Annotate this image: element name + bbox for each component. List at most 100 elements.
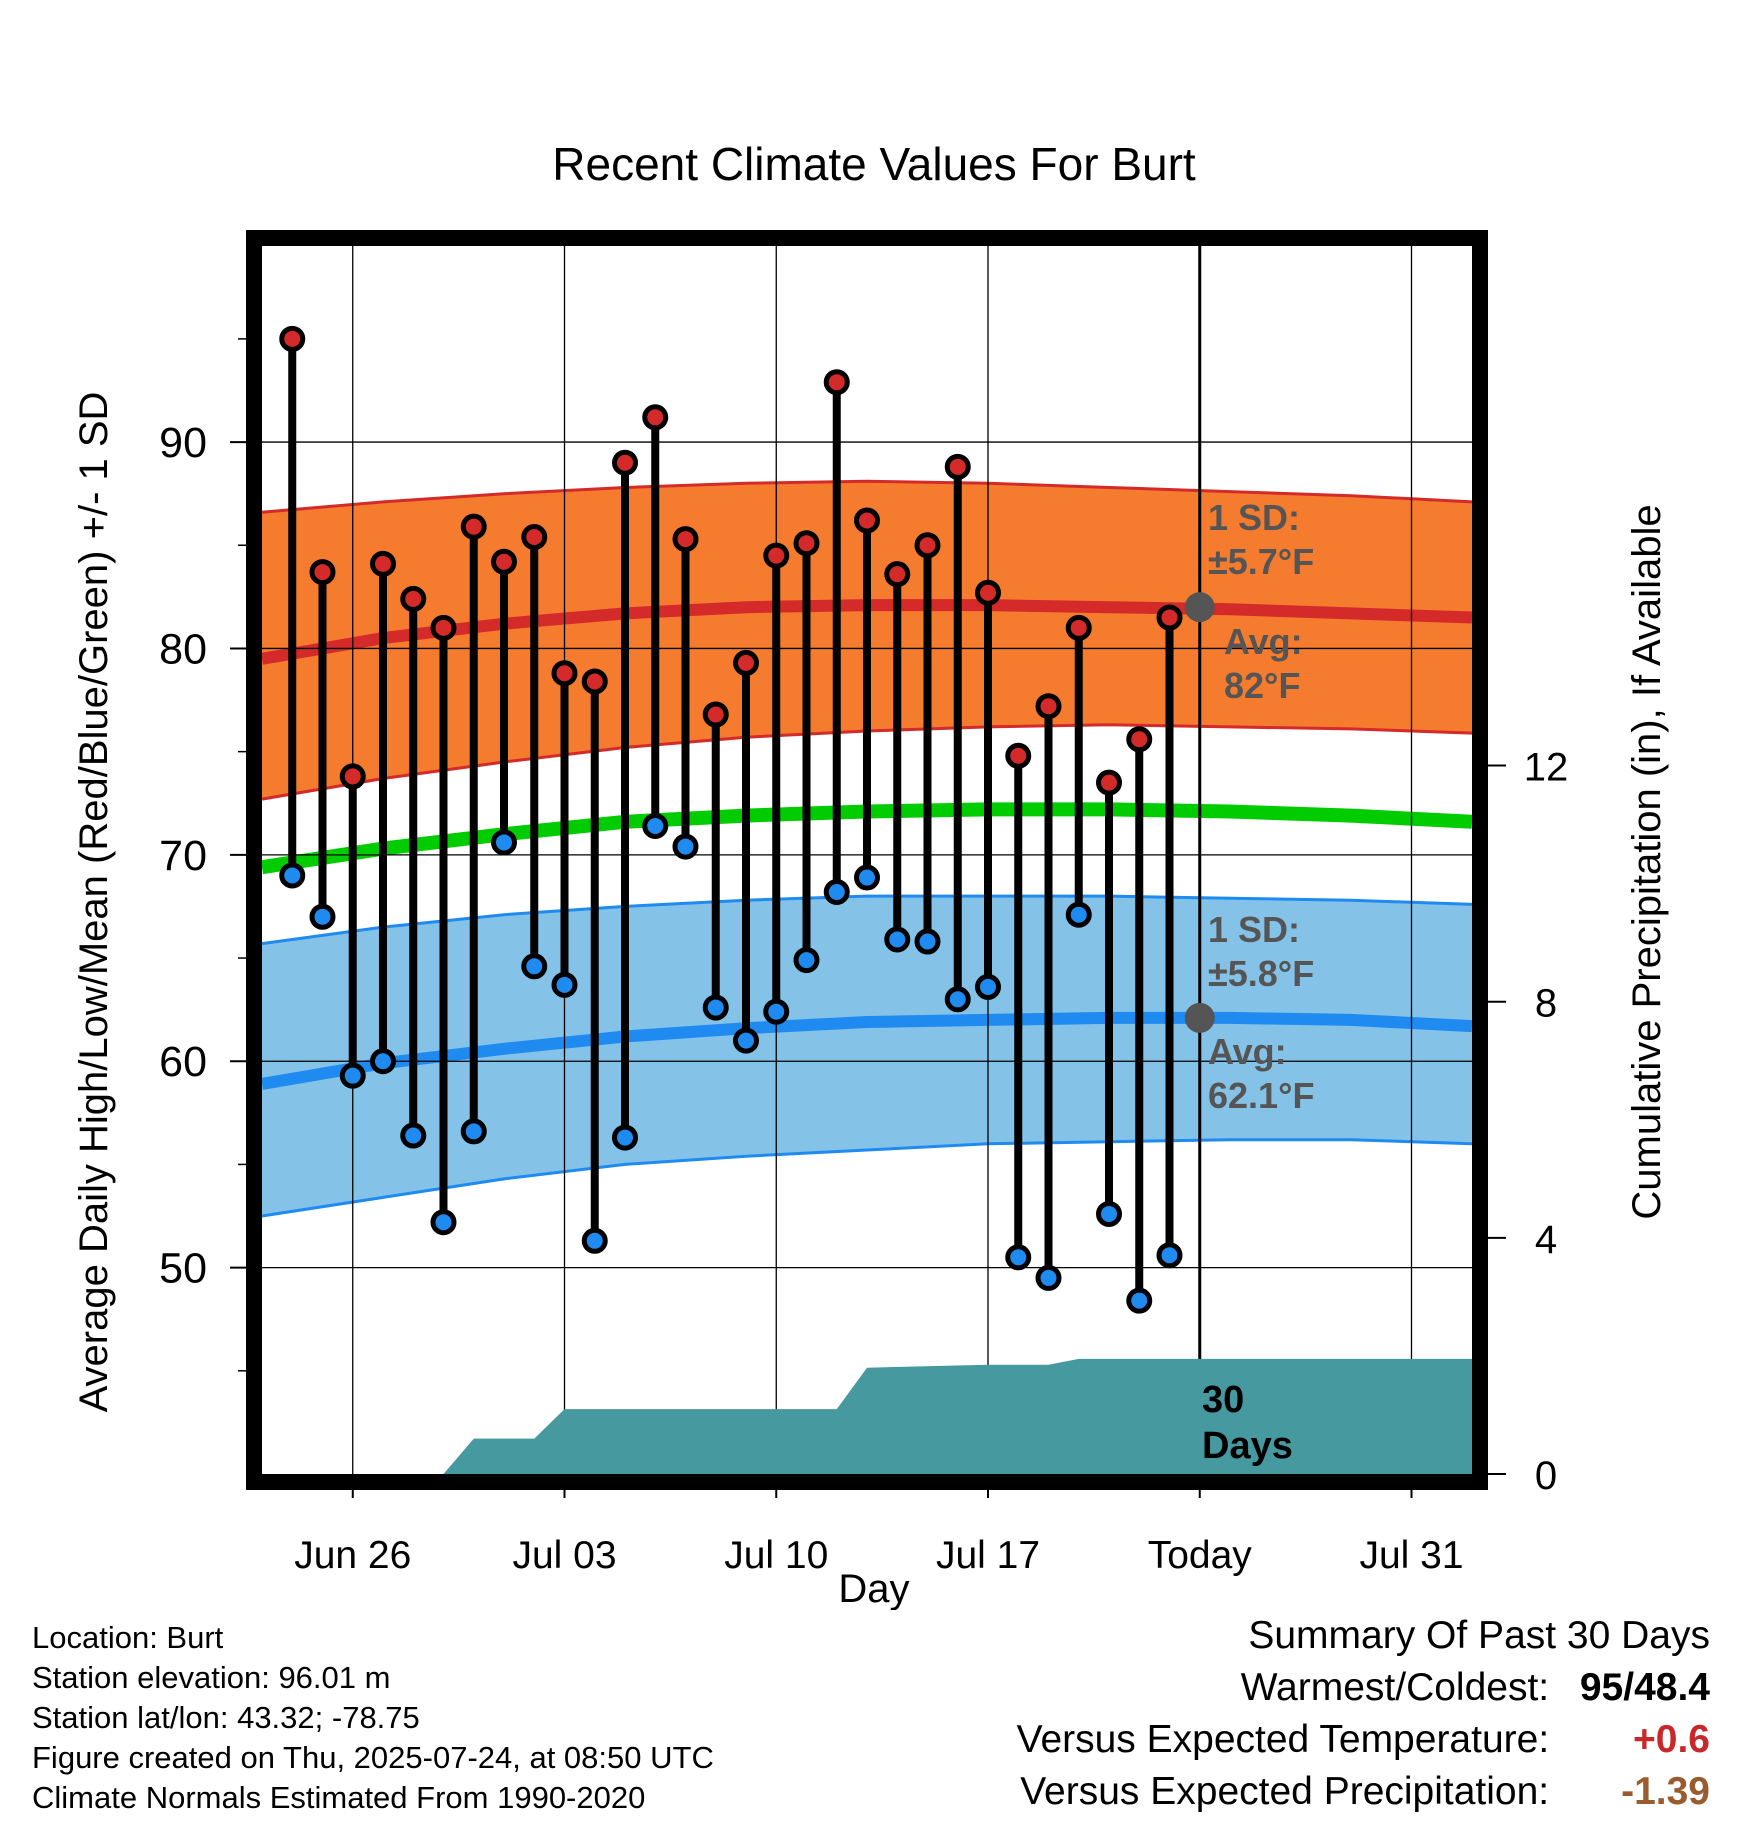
days-annotation: 30 Days: [1202, 1379, 1293, 1467]
daily-low-point: [460, 1118, 487, 1145]
text-layer: Recent Climate Values For Burt Day Avera…: [72, 138, 1669, 1610]
daily-high-point: [763, 542, 790, 569]
daily-low-point: [733, 1027, 759, 1054]
y-tick-label: 80: [159, 625, 207, 673]
daily-high-point: [309, 559, 336, 586]
daily-high-point: [400, 585, 427, 612]
high-sd-value: ±5.7°F: [1208, 541, 1314, 582]
normals-text: Climate Normals Estimated From 1990-2020: [32, 1780, 646, 1815]
daily-high-point: [702, 701, 729, 728]
daily-low-point: [612, 1124, 638, 1151]
daily-high-point: [279, 325, 306, 352]
y2-tick-label: 4: [1535, 1218, 1557, 1262]
today-avg-high-marker: [1184, 592, 1215, 623]
daily-low-point: [279, 862, 306, 889]
y-tick-label: 70: [159, 832, 207, 880]
daily-high-point: [944, 453, 971, 480]
elevation-text: Station elevation: 96.01 m: [32, 1660, 391, 1695]
daily-high-point: [823, 369, 850, 396]
low-avg-value: 62.1°F: [1208, 1075, 1314, 1116]
daily-low-point: [400, 1122, 427, 1149]
daily-low-point: [793, 947, 820, 974]
daily-high-point: [672, 526, 699, 553]
x-tick-label: Jul 03: [512, 1534, 616, 1577]
daily-high-point: [975, 579, 1001, 606]
precip-vs-expected-label: Versus Expected Precipitation:: [1020, 1770, 1550, 1813]
summary-title: Summary Of Past 30 Days: [1248, 1614, 1710, 1657]
x-tick-label: Jul 17: [936, 1534, 1040, 1577]
created-text: Figure created on Thu, 2025-07-24, at 08…: [32, 1740, 714, 1775]
high-sd-label: 1 SD:: [1208, 497, 1300, 538]
high-avg-label: Avg:: [1224, 621, 1303, 662]
summary-temp-row: Versus Expected Temperature: +0.6: [1017, 1714, 1710, 1766]
daily-low-point: [1005, 1244, 1032, 1271]
days-label-number: 30: [1202, 1379, 1244, 1421]
daily-low-point: [672, 833, 699, 860]
daily-high-point: [612, 449, 638, 476]
daily-high-point: [430, 614, 457, 641]
summary-warm-cold-row: Warmest/Coldest: 95/48.4: [1017, 1662, 1710, 1714]
daily-low-point: [1065, 901, 1092, 928]
x-tick-label: Jul 10: [724, 1534, 828, 1577]
daily-low-point: [521, 953, 548, 980]
low-band-lower-edge: [261, 1138, 1473, 1218]
normal-low-line: [260, 1011, 1473, 1090]
daily-low-point: [823, 878, 850, 905]
latlon-text: Station lat/lon: 43.32; -78.75: [32, 1700, 420, 1735]
daily-high-point: [521, 524, 548, 551]
low-sd-label: 1 SD:: [1208, 909, 1300, 950]
daily-low-point: [854, 864, 880, 891]
daily-high-point: [914, 532, 941, 559]
low-band-upper-edge: [261, 894, 1473, 946]
plot-frame: [246, 230, 1488, 1490]
daily-high-point: [793, 530, 820, 557]
y-tick-label: 60: [159, 1038, 207, 1086]
coldest-value: /48.4: [1623, 1666, 1710, 1709]
x-tick-label: Today: [1148, 1534, 1253, 1577]
daily-low-point: [339, 1062, 366, 1089]
daily-low-point: [914, 928, 941, 955]
today-avg-low-marker: [1184, 1002, 1215, 1033]
low-sd-value: ±5.8°F: [1208, 953, 1314, 994]
daily-data-layer: [279, 325, 1215, 1314]
daily-low-point: [763, 998, 790, 1025]
daily-low-point: [1126, 1287, 1153, 1314]
daily-high-point: [581, 668, 608, 695]
y2-tick-label: 12: [1524, 746, 1569, 790]
daily-high-point: [854, 507, 880, 534]
precip-vs-expected-value: -1.39: [1621, 1770, 1710, 1813]
temp-vs-expected-value: +0.6: [1633, 1718, 1710, 1761]
x-tick-label: Jul 31: [1359, 1534, 1463, 1577]
daily-low-point: [491, 829, 517, 856]
y2-tick-label: 8: [1535, 982, 1557, 1026]
daily-low-point: [430, 1209, 457, 1236]
x-axis-label: Day: [838, 1567, 909, 1610]
daily-low-point: [1035, 1264, 1062, 1291]
daily-low-point: [884, 926, 911, 953]
daily-high-point: [1035, 693, 1062, 720]
daily-high-point: [1126, 726, 1153, 753]
high-avg-value: 82°F: [1224, 665, 1300, 706]
daily-high-point: [370, 550, 396, 577]
daily-high-point: [491, 548, 517, 575]
low-annotation: 1 SD: ±5.8°F Avg: 62.1°F: [1208, 909, 1314, 1116]
y2-axis-label: Cumulative Precipitation (in), If Availa…: [1625, 504, 1669, 1219]
daily-low-point: [702, 994, 729, 1021]
summary-panel: Summary Of Past 30 Days Warmest/Coldest:…: [1017, 1610, 1710, 1818]
days-label-word: Days: [1202, 1425, 1293, 1467]
daily-high-point: [642, 404, 669, 431]
precip-layer: [262, 1358, 1472, 1474]
location-text: Location: Burt: [32, 1620, 224, 1655]
daily-low-point: [581, 1227, 608, 1254]
daily-low-point: [309, 903, 336, 930]
climate-chart: Recent Climate Values For Burt Day Avera…: [72, 138, 1669, 1610]
frame-layer: [246, 230, 1488, 1490]
daily-high-point: [733, 649, 759, 676]
daily-low-point: [975, 973, 1001, 1000]
daily-high-point: [1005, 742, 1032, 769]
high-band-upper-edge: [261, 479, 1473, 514]
daily-high-point: [884, 561, 911, 588]
daily-high-point: [1156, 604, 1183, 631]
station-info: Location: Burt Station elevation: 96.01 …: [32, 1618, 714, 1818]
daily-high-point: [551, 660, 578, 687]
